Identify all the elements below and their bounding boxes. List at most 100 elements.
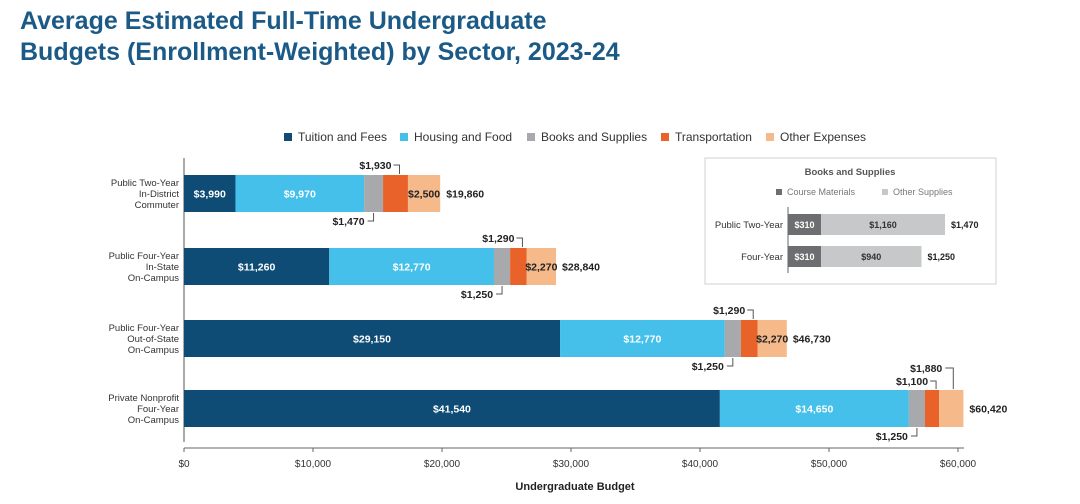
inset-bar-course-materials-row-1 [788,214,822,235]
bar-tuition-and-fees-row-3 [184,320,561,357]
bar-books-and-supplies-row-4 [908,390,925,427]
data-label-transportation-row-2-leader [516,237,523,247]
data-label-books-and-supplies-row-2: $1,250 [461,289,493,301]
legend-label-books-and-supplies: Books and Supplies [541,130,647,144]
bar-transportation-row-4 [924,390,940,427]
data-label-transportation-row-4-leader [930,380,937,389]
legend-label-transportation: Transportation [675,130,752,144]
data-label-books-and-supplies-row-3-leader [726,358,734,367]
data-label-transportation-row-1-leader [393,164,400,174]
inset-data-label-course-materials-row-2: $310 [795,252,815,262]
data-label-transportation-row-1: $1,930 [359,160,391,172]
data-label-other-expenses-row-3: $2,270 [756,334,788,346]
data-label-other-expenses-row-4-leader [945,367,954,389]
inset-total-label-row-2: $1,250 [928,252,956,262]
inset-bar-other-supplies-row-2 [821,246,922,267]
inset-data-label-other-supplies-row-1: $1,160 [869,220,897,230]
data-label-transportation-row-4: $1,100 [896,376,928,388]
bar-tuition-and-fees-row-4 [184,390,720,427]
inset-legend-label-other-supplies: Other Supplies [893,187,953,197]
legend-swatch-transportation [661,133,669,141]
data-label-transportation-row-2: $1,290 [482,233,514,245]
bar-other-expenses-row-3 [757,320,787,357]
x-tick-label-0: $0 [178,459,190,470]
x-tick-label-2: $20,000 [424,459,461,470]
legend-label-housing-and-food: Housing and Food [414,130,512,144]
bar-tuition-and-fees-row-1 [184,175,236,212]
inset-legend-swatch-course-materials [776,189,782,195]
inset-category-label-2: Four-Year [741,252,783,263]
data-label-other-expenses-row-4: $1,880 [910,363,942,375]
data-label-tuition-and-fees-row-2: $11,260 [238,262,276,274]
inset-title: Books and Supplies [805,167,896,178]
x-tick-label-5: $50,000 [811,459,848,470]
legend-swatch-books-and-supplies [527,133,535,141]
data-label-books-and-supplies-row-1-leader [367,213,375,222]
bar-other-expenses-row-2 [526,248,557,285]
category-label-3: Public Four-Year Out-of-State On-Campus [109,323,180,356]
legend-swatch-other-expenses [766,133,774,141]
inset-total-label-row-1: $1,470 [951,220,979,230]
legend-swatch-tuition-and-fees [284,133,292,141]
data-label-books-and-supplies-row-1: $1,470 [332,216,364,228]
data-label-tuition-and-fees-row-1: $3,990 [194,189,226,201]
inset-data-label-other-supplies-row-2: $940 [861,252,881,262]
inset-data-label-course-materials-row-1: $310 [795,220,815,230]
total-label-row-2: $28,840 [562,262,600,274]
x-tick-label-3: $30,000 [553,459,590,470]
page-title-line-2: Budgets (Enrollment-Weighted) by Sector,… [20,38,620,66]
chart-plot-area: Public Two-Year In-District Commuter Public… [108,158,1008,443]
bar-other-expenses-row-4 [939,390,964,427]
category-label-1: Public Two-Year In-District Commuter [111,178,179,211]
inset-bar-other-supplies-row-1 [821,214,945,235]
bar-books-and-supplies-row-1 [364,175,384,212]
data-label-housing-and-food-row-4: $14,650 [795,404,833,416]
legend-label-other-expenses: Other Expenses [780,130,866,144]
books-supplies-inset: Books and Supplies Course Materials Other … [704,157,997,285]
bar-housing-and-food-row-4 [719,390,909,427]
data-label-housing-and-food-row-1: $9,970 [284,189,316,201]
inset-category-label-1: Public Two-Year [715,220,783,231]
bar-transportation-row-2 [510,248,527,285]
total-label-row-4: $60,420 [969,404,1007,416]
legend-label-tuition-and-fees: Tuition and Fees [298,130,387,144]
page-title: Average Estimated Full-Time Undergraduat… [20,6,620,68]
total-label-row-1: $19,860 [446,189,484,201]
data-label-books-and-supplies-row-4-leader [910,428,918,437]
bar-housing-and-food-row-3 [560,320,725,357]
data-label-books-and-supplies-row-4: $1,250 [876,431,908,443]
legend-swatch-housing-and-food [400,133,408,141]
inset-legend-label-course-materials: Course Materials [787,187,856,197]
data-label-housing-and-food-row-2: $12,770 [393,262,431,274]
data-label-books-and-supplies-row-3: $1,250 [692,361,724,373]
category-label-4: Private Nonprofit Four-Year On-Campus [108,393,179,426]
data-label-other-expenses-row-1: $2,500 [408,189,440,201]
category-label-2: Public Four-Year In-State On-Campus [109,251,180,284]
data-label-transportation-row-3: $1,290 [713,305,745,317]
x-tick-label-1: $10,000 [295,459,332,470]
bar-books-and-supplies-row-3 [724,320,741,357]
inset-bar-course-materials-row-2 [788,246,822,267]
data-label-tuition-and-fees-row-4: $41,540 [433,404,471,416]
bar-books-and-supplies-row-2 [493,248,511,285]
data-label-other-expenses-row-2: $2,270 [525,262,557,274]
bar-transportation-row-1 [383,175,408,212]
data-label-books-and-supplies-row-2-leader [496,286,503,295]
x-tick-label-6: $60,000 [940,459,977,470]
data-label-tuition-and-fees-row-3: $29,150 [353,334,391,346]
bar-other-expenses-row-1 [407,175,441,212]
x-axis: $0 $10,000 $20,000 $30,000 $40,000 $50,000 $60… [178,447,977,493]
page-title-line-1: Average Estimated Full-Time Undergraduat… [20,7,547,35]
inset-legend-swatch-other-supplies [882,189,888,195]
x-axis-title: Undergraduate Budget [515,481,635,493]
data-label-transportation-row-3-leader [747,309,754,319]
x-tick-label-4: $40,000 [682,459,719,470]
total-label-row-3: $46,730 [793,334,831,346]
bar-housing-and-food-row-1 [235,175,365,212]
chart-legend: Tuition and Fees Housing and Food Books an… [284,130,866,144]
data-label-housing-and-food-row-3: $12,770 [623,334,661,346]
bar-tuition-and-fees-row-2 [184,248,330,285]
bar-housing-and-food-row-2 [329,248,494,285]
bar-transportation-row-3 [740,320,758,357]
